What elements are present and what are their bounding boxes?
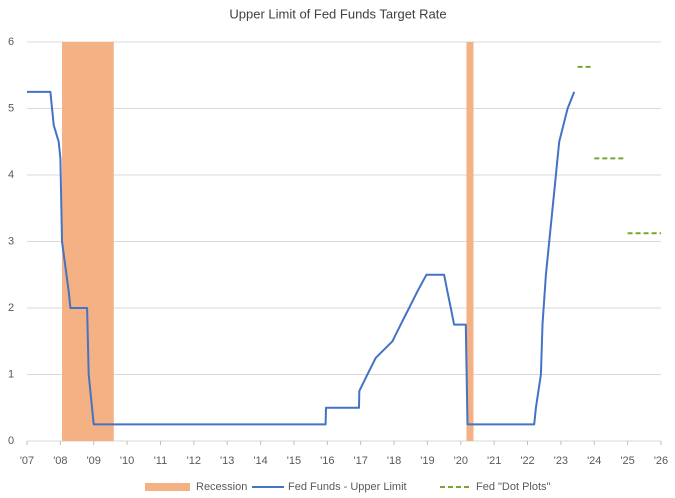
x-tick-label: '20 (454, 455, 468, 467)
x-tick-label: '09 (87, 455, 101, 467)
recession-band (62, 42, 114, 441)
series-line (577, 65, 661, 235)
x-tick-label: '10 (120, 455, 134, 467)
y-tick-label: 2 (8, 302, 14, 314)
y-tick-label: 5 (8, 102, 14, 114)
recession-band (466, 42, 474, 441)
x-tick-label: '25 (620, 455, 634, 467)
chart-title: Upper Limit of Fed Funds Target Rate (229, 6, 446, 21)
x-tick-label: '19 (420, 455, 434, 467)
x-tick-label: '17 (354, 455, 368, 467)
series-line (27, 90, 576, 426)
legend-label: Fed "Dot Plots" (476, 481, 551, 493)
legend-label: Fed Funds - Upper Limit (288, 481, 407, 493)
x-tick-label: '24 (587, 455, 601, 467)
y-tick-label: 0 (8, 435, 14, 447)
x-tick-label: '15 (287, 455, 301, 467)
x-tick-label: '16 (320, 455, 334, 467)
x-tick-label: '07 (20, 455, 34, 467)
x-tick-label: '12 (187, 455, 201, 467)
x-tick-label: '13 (220, 455, 234, 467)
x-tick-label: '22 (520, 455, 534, 467)
legend-swatch (145, 483, 190, 491)
y-tick-label: 6 (8, 36, 14, 48)
x-tick-label: '11 (154, 455, 168, 467)
y-tick-label: 4 (8, 169, 14, 181)
x-tick-label: '08 (53, 455, 67, 467)
x-tick-label: '21 (487, 455, 501, 467)
x-tick-label: '23 (554, 455, 568, 467)
x-tick-label: '14 (253, 455, 267, 467)
x-tick-label: '18 (387, 455, 401, 467)
legend-label: Recession (196, 481, 247, 493)
y-tick-label: 3 (8, 235, 14, 247)
y-tick-label: 1 (8, 368, 14, 380)
x-tick-label: '26 (654, 455, 668, 467)
